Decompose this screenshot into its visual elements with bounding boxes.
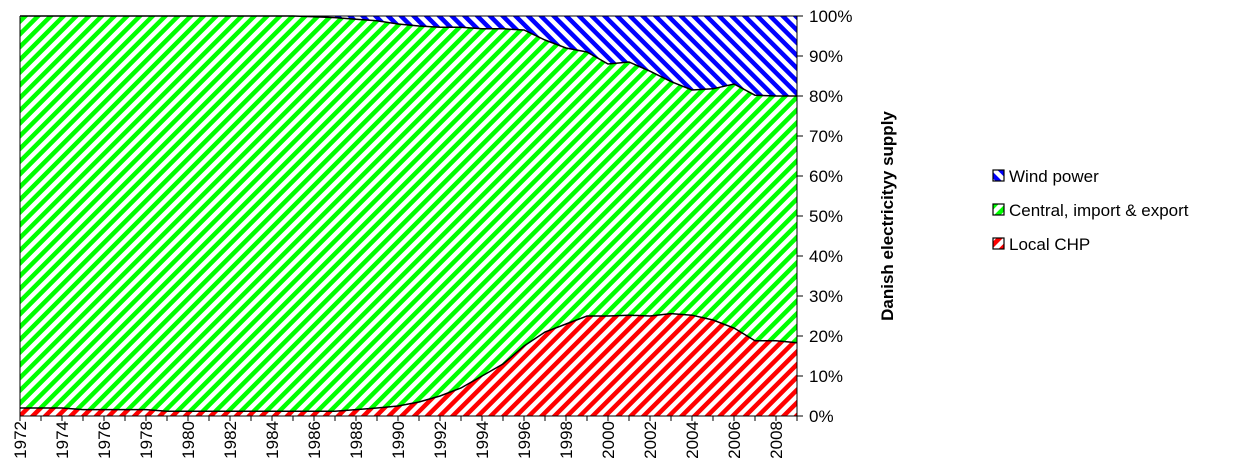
boundary-line-local-chp xyxy=(20,312,798,412)
series-areas xyxy=(20,16,797,416)
y-tick-label: 70% xyxy=(809,127,843,146)
y-tick-label: 100% xyxy=(809,7,852,26)
y-axis-title: Danish electricityy supply xyxy=(878,111,897,321)
x-tick-label: 2002 xyxy=(641,421,660,459)
y-tick-label: 10% xyxy=(809,367,843,386)
x-tick-label: 2004 xyxy=(683,421,702,459)
y-tick-label: 50% xyxy=(809,207,843,226)
y-tick-label: 30% xyxy=(809,287,843,306)
y-tick-label: 0% xyxy=(809,407,834,426)
x-tick-label: 2006 xyxy=(725,421,744,459)
area-wind-power xyxy=(20,16,797,96)
x-tick-label: 1994 xyxy=(473,421,492,459)
y-tick-label: 60% xyxy=(809,167,843,186)
y-tick-label: 80% xyxy=(809,87,843,106)
x-tick-label: 1976 xyxy=(95,421,114,459)
x-tick-label: 1978 xyxy=(137,421,156,459)
x-tick-label: 1982 xyxy=(221,421,240,459)
y-tick-label: 20% xyxy=(809,327,843,346)
x-tick-label: 1990 xyxy=(389,421,408,459)
x-tick-label: 1988 xyxy=(347,421,366,459)
y-tick-label: 40% xyxy=(809,247,843,266)
x-tick-label: 1974 xyxy=(53,421,72,459)
legend-swatch-central-import-export xyxy=(992,203,1005,216)
x-tick-label: 1998 xyxy=(557,421,576,459)
legend-swatch-local-chp xyxy=(992,237,1005,250)
area-local-chp xyxy=(20,313,797,416)
x-tick-label: 1996 xyxy=(515,421,534,459)
x-tick-label: 1984 xyxy=(263,421,282,459)
legend-label-local-chp: Local CHP xyxy=(1009,235,1090,254)
legend-swatch-wind-power xyxy=(992,169,1005,182)
y-axis: 0% 10% 20% 30% 40% 50% 60% 70% 80% 90% 100% xyxy=(796,7,852,426)
legend: Wind power Central, import & export Local … xyxy=(992,167,1189,254)
x-tick-label: 1986 xyxy=(305,421,324,459)
x-tick-label: 2000 xyxy=(599,421,618,459)
legend-label-central-import-export: Central, import & export xyxy=(1009,201,1189,220)
plot-frame xyxy=(19,15,797,416)
x-axis: 1972 1974 1976 1978 1980 1982 1984 1986 1988 1990… xyxy=(11,415,798,459)
x-tick-label: 1972 xyxy=(11,421,30,459)
legend-label-wind-power: Wind power xyxy=(1009,167,1099,186)
x-tick-label: 1992 xyxy=(431,421,450,459)
area-central-import-export xyxy=(20,16,797,412)
x-tick-label: 2008 xyxy=(767,421,786,459)
x-tick-label: 1980 xyxy=(179,421,198,459)
y-tick-label: 90% xyxy=(809,47,843,66)
